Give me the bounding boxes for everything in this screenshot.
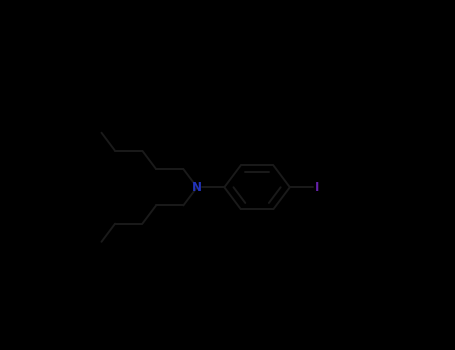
- Text: I: I: [315, 181, 319, 194]
- Text: N: N: [192, 181, 202, 194]
